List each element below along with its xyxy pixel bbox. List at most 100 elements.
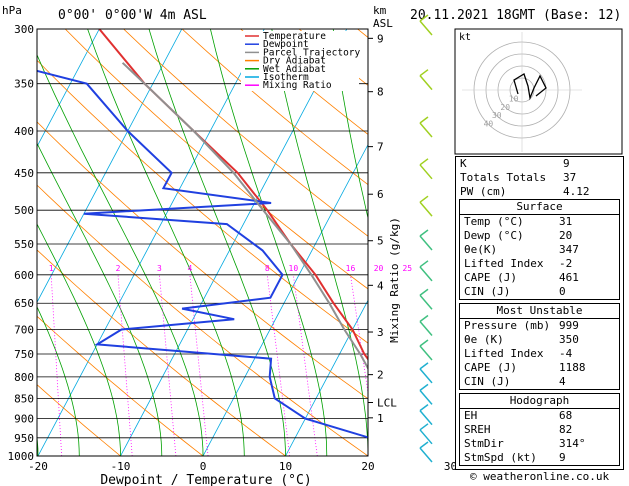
index-row: Totals Totals 37 <box>460 171 577 184</box>
isotherm-line <box>120 29 348 456</box>
pressure-tick-label: 750 <box>14 348 34 361</box>
hodograph-ring-label: 40 <box>484 120 494 129</box>
wind-barb-flag <box>419 69 429 77</box>
pressure-tick-label: 700 <box>14 324 34 337</box>
wind-barb <box>419 294 433 310</box>
surface-title: Surface <box>460 200 619 215</box>
wind-barb <box>419 20 433 36</box>
wind-barb-flag <box>419 195 429 203</box>
legend-entry: Wet Adiabat <box>263 64 326 75</box>
mixing-ratio-line <box>117 274 133 456</box>
legend-background <box>241 31 359 91</box>
dry-adiabat-line <box>123 29 368 237</box>
pressure-tick-label: 550 <box>14 238 34 251</box>
hodograph-trace <box>513 73 547 101</box>
wind-barb <box>419 235 433 251</box>
copyright-footer: © weatheronline.co.uk <box>470 470 610 483</box>
hodograph-stats-title: Hodograph <box>460 394 619 409</box>
wind-barb-flag <box>419 362 429 370</box>
wind-barb-flag <box>419 441 429 449</box>
temperature-tick-label: 0 <box>200 460 207 473</box>
location-label: 0°00' 0°00'W 4m ASL <box>58 8 207 23</box>
asl-label: ASL <box>373 17 393 30</box>
mixing-ratio-axis-label: Mixing Ratio (g/kg) <box>388 217 401 343</box>
wet-adiabat-line <box>395 29 451 456</box>
wind-barb-flag <box>419 116 429 124</box>
most-unstable-title: Most Unstable <box>460 304 619 319</box>
wind-barb <box>419 447 433 463</box>
mixing-ratio-line <box>50 274 63 456</box>
mixing-ratio-tick-label: 2 <box>116 264 121 273</box>
pressure-tick-label: 400 <box>14 125 34 138</box>
dry-adiabat-line <box>37 384 121 456</box>
isotherm-line <box>202 143 368 456</box>
km-tick-label: 6 <box>377 188 384 201</box>
km-tick-label: 8 <box>377 86 384 99</box>
temperature-tick-label: 30 <box>444 460 457 473</box>
mixing-ratio-tick-label: 20 <box>374 264 384 273</box>
wind-barb-flag <box>419 14 429 22</box>
wind-barb <box>419 429 433 445</box>
legend-entry: Mixing Ratio <box>263 80 332 91</box>
pressure-tick-label: 300 <box>14 23 34 36</box>
mixing-ratio-tick-label: 1 <box>49 264 54 273</box>
isotherm-line <box>37 29 183 304</box>
wind-barb <box>419 75 433 91</box>
wind-barb-flag <box>419 260 429 268</box>
legend-entry: Isotherm <box>263 72 309 83</box>
pressure-tick-label: 350 <box>14 78 34 91</box>
km-unit-label: km <box>373 4 387 17</box>
wind-barb-flag <box>419 288 429 296</box>
mixing-ratio-line <box>189 274 209 456</box>
index-row: PW (cm) 4.12 <box>460 185 590 198</box>
wind-barb-flag <box>419 158 429 166</box>
wet-adiabat-line <box>37 53 204 456</box>
wind-barb <box>419 345 433 361</box>
dry-adiabat-line <box>64 29 368 290</box>
pressure-tick-label: 850 <box>14 392 34 405</box>
most-unstable-group: Most Unstable Pressure (mb) 999 θe (K) 350… <box>459 303 620 390</box>
legend-entry: Dewpoint <box>263 39 309 50</box>
km-tick-label: 1 <box>377 412 384 425</box>
wind-barb <box>419 389 433 405</box>
mixing-ratio-tick-label: 3 <box>157 264 162 273</box>
wind-barb-flag <box>419 423 429 431</box>
km-tick-label: 2 <box>377 369 384 382</box>
parcel-trajectory-line <box>121 62 368 371</box>
wet-adiabat-line <box>37 305 80 456</box>
pressure-tick-label: 600 <box>14 269 34 282</box>
pressure-tick-label: 1000 <box>8 450 35 463</box>
wind-barb-flag <box>419 404 429 412</box>
hodograph-ring-label: 20 <box>500 103 510 112</box>
wet-adiabat-line <box>148 29 286 456</box>
legend-entry: Parcel Trajectory <box>263 47 361 58</box>
km-tick-label: 3 <box>377 326 384 339</box>
plot-frame <box>36 28 369 457</box>
dry-adiabat-line <box>181 29 368 186</box>
pressure-tick-label: 650 <box>14 297 34 310</box>
km-tick-label: 5 <box>377 235 384 248</box>
pressure-unit-label: hPa <box>2 4 22 17</box>
mixing-ratio-tick-label: 10 <box>289 264 299 273</box>
mixing-ratio-tick-label: 25 <box>402 264 412 273</box>
wind-barb <box>419 164 433 180</box>
dry-adiabat-line <box>37 249 286 456</box>
wet-adiabat-line <box>210 29 328 456</box>
wind-barb <box>419 410 433 426</box>
wind-barb <box>419 321 433 336</box>
wind-barb-flag <box>419 314 429 323</box>
mixing-ratio-line <box>292 274 318 456</box>
dry-adiabat-line <box>37 315 204 456</box>
wind-barb-flag <box>419 339 429 347</box>
km-tick-label: 9 <box>377 32 384 45</box>
temperature-tick-label: -10 <box>111 460 131 473</box>
mixing-ratio-tick-label: 16 <box>346 264 356 273</box>
pressure-tick-label: 900 <box>14 413 34 426</box>
wind-barb <box>419 201 433 217</box>
wind-barb-flag <box>419 383 429 391</box>
hodograph-stats-group: Hodograph EH 68 SREH 82 StmDir 314° StmSpd … <box>459 393 620 466</box>
surface-group: Surface Temp (°C) 31 Dewp (°C) 20 θe(K) 347… <box>459 199 620 300</box>
